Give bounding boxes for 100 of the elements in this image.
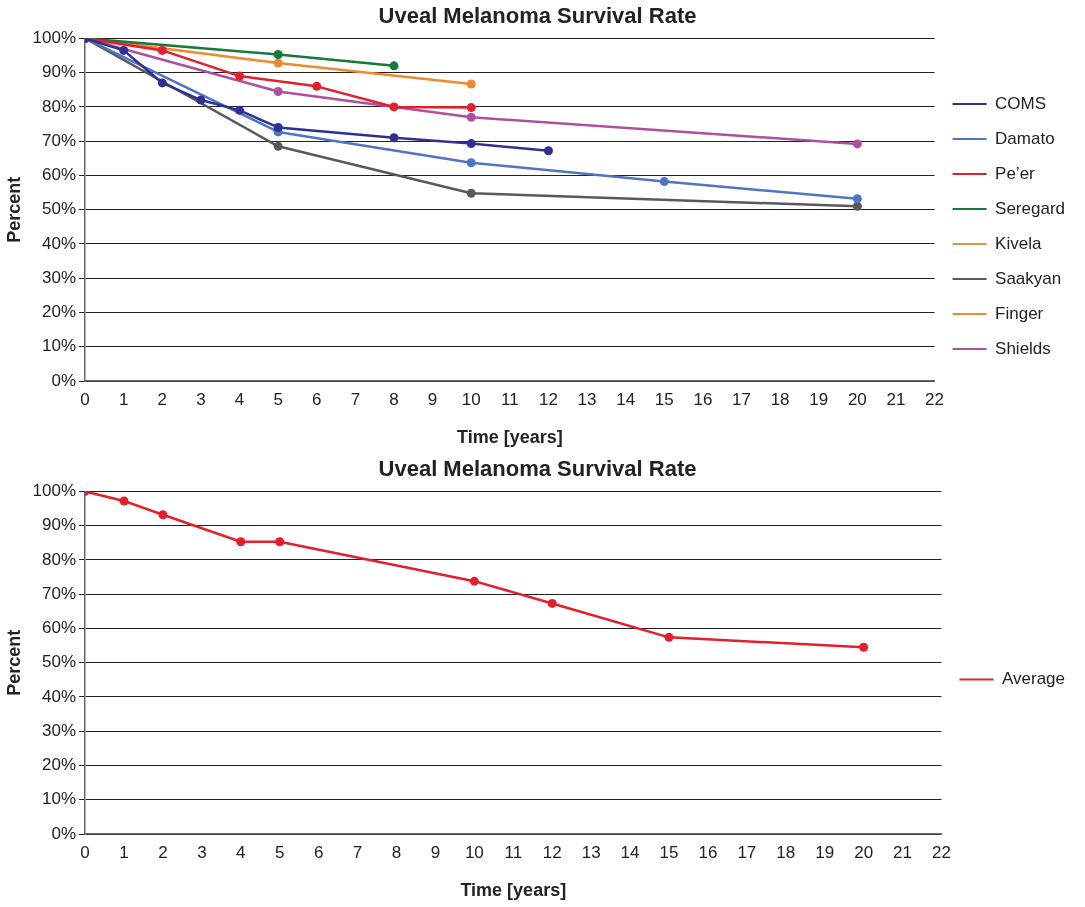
point: [466, 112, 476, 122]
x-tick-label: 9: [430, 842, 441, 862]
point: [466, 188, 476, 198]
y-tick-label: 100%: [32, 481, 77, 501]
x-tick-label: 19: [815, 842, 835, 862]
x-tick-label: 17: [732, 389, 751, 409]
x-tick-label: 18: [770, 389, 790, 409]
x-tick-label: 19: [809, 389, 829, 409]
point: [543, 146, 553, 156]
point: [273, 58, 283, 68]
y-tick-label: 0%: [51, 823, 77, 843]
point: [852, 139, 862, 149]
point: [659, 177, 669, 187]
chart-title: Uveal Melanoma Survival Rate: [378, 456, 697, 482]
y-tick-label: 30%: [42, 720, 77, 740]
y-tick-label: 10%: [42, 789, 77, 809]
legend-label: COMS: [995, 93, 1047, 113]
point: [157, 45, 167, 55]
x-tick-label: 9: [427, 389, 438, 409]
legend-label: Damato: [995, 128, 1055, 148]
x-tick-label: 5: [274, 842, 285, 862]
y-tick-label: 20%: [42, 755, 77, 775]
point: [469, 576, 479, 586]
x-tick-label: 22: [932, 842, 951, 862]
y-axis-title: Percent: [3, 629, 24, 696]
x-tick-label: 15: [654, 389, 674, 409]
x-tick-label: 20: [854, 842, 874, 862]
x-tick-label: 0: [80, 389, 90, 409]
point: [275, 537, 285, 547]
x-tick-label: 11: [500, 389, 519, 409]
y-tick-label: 50%: [42, 199, 77, 219]
point: [235, 105, 245, 115]
x-tick-label: 7: [352, 842, 363, 862]
x-tick-label: 4: [236, 842, 246, 862]
x-tick-label: 20: [847, 389, 867, 409]
legend-label: Pe’er: [995, 163, 1036, 183]
legend-label: Kivela: [995, 233, 1042, 253]
point: [852, 201, 862, 211]
point: [273, 122, 283, 132]
x-tick-label: 10: [461, 389, 481, 409]
x-tick-label: 13: [577, 389, 597, 409]
x-tick-label: 16: [693, 389, 713, 409]
y-tick-label: 60%: [42, 618, 77, 638]
point: [235, 71, 245, 81]
x-tick-label: 13: [581, 842, 601, 862]
x-tick-label: 0: [80, 842, 90, 862]
legend-label: Average: [1001, 669, 1065, 689]
x-tick-label: 14: [616, 389, 636, 409]
x-tick-label: 16: [698, 842, 718, 862]
x-tick-label: 11: [504, 842, 523, 862]
y-tick-label: 90%: [42, 62, 77, 82]
y-tick-label: 70%: [42, 130, 77, 150]
x-tick-label: 7: [350, 389, 361, 409]
point: [859, 642, 869, 652]
legend-label: Seregard: [995, 198, 1065, 218]
y-tick-label: 40%: [42, 686, 77, 706]
x-tick-label: 5: [273, 389, 283, 409]
point: [852, 194, 862, 204]
point: [466, 103, 476, 113]
point: [466, 79, 476, 89]
x-tick-label: 3: [197, 842, 207, 862]
x-tick-label: 22: [925, 389, 945, 409]
x-tick-label: 2: [157, 389, 168, 409]
x-axis-title: Time [years]: [456, 427, 563, 448]
legend-label: Finger: [995, 303, 1044, 323]
point: [119, 45, 129, 55]
point: [273, 141, 283, 151]
y-tick-label: 30%: [42, 267, 77, 287]
y-tick-label: 100%: [32, 28, 77, 48]
x-axis-title: Time [years]: [460, 880, 567, 901]
y-tick-label: 0%: [51, 370, 77, 390]
legend-label: Shields: [995, 338, 1051, 358]
point: [664, 632, 674, 642]
x-tick-label: 1: [118, 389, 129, 409]
y-axis-title: Percent: [3, 176, 24, 243]
y-tick-label: 80%: [42, 549, 77, 569]
point: [466, 158, 476, 168]
y-tick-label: 90%: [42, 515, 77, 535]
x-tick-label: 14: [620, 842, 640, 862]
x-tick-label: 17: [737, 842, 757, 862]
y-tick-label: 70%: [42, 583, 77, 603]
point: [312, 81, 322, 91]
y-tick-label: 50%: [42, 652, 77, 672]
point: [547, 598, 557, 608]
x-tick-label: 15: [659, 842, 679, 862]
y-tick-label: 20%: [42, 302, 77, 322]
chart-title: Uveal Melanoma Survival Rate: [378, 3, 697, 29]
x-tick-label: 21: [893, 842, 913, 862]
x-tick-label: 18: [776, 842, 796, 862]
x-tick-label: 21: [886, 389, 906, 409]
y-tick-label: 10%: [42, 336, 77, 356]
x-tick-label: 6: [313, 842, 324, 862]
point: [157, 78, 167, 88]
x-tick-label: 8: [389, 389, 399, 409]
x-tick-label: 12: [538, 389, 558, 409]
y-tick-label: 80%: [42, 96, 77, 116]
x-tick-label: 3: [196, 389, 206, 409]
point: [119, 496, 129, 506]
x-tick-label: 12: [542, 842, 562, 862]
point: [196, 95, 206, 105]
